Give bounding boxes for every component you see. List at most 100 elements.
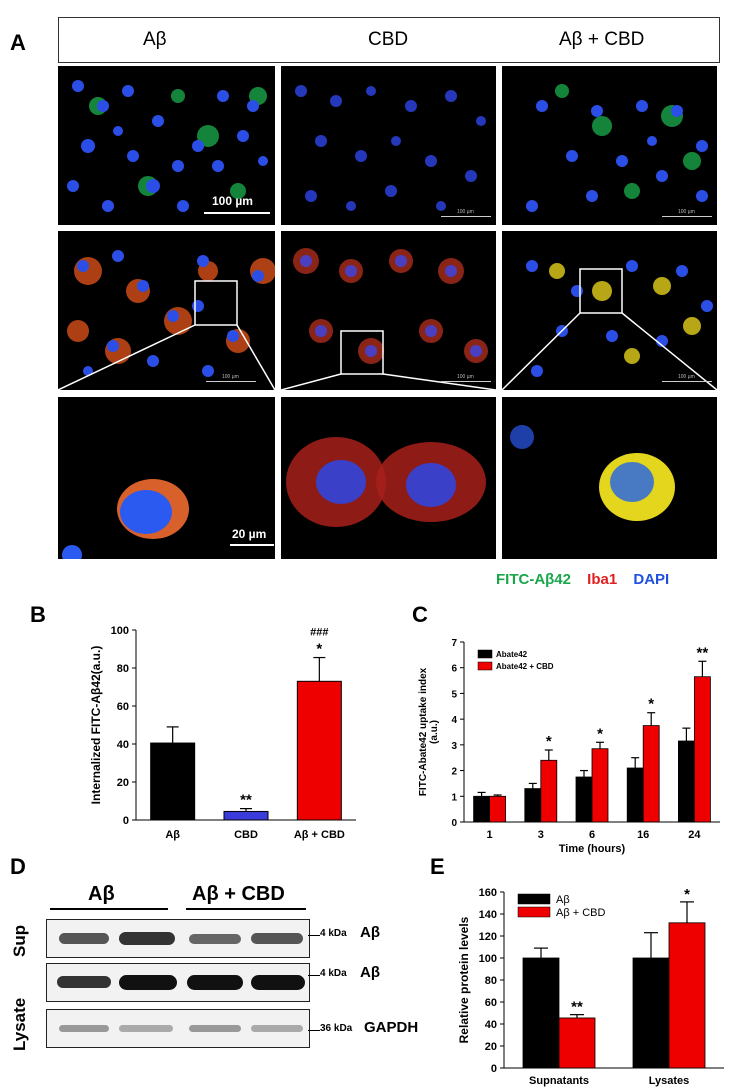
significance-label: *	[684, 886, 690, 903]
x-tick-label: Aβ	[165, 829, 180, 841]
legend-swatch-1	[477, 661, 493, 671]
y-axis-label-line2: (a.u.)	[429, 720, 440, 744]
bar-1-3	[642, 725, 660, 823]
y-tick-label: 0	[491, 1063, 497, 1075]
y-tick-label: 20	[117, 777, 129, 789]
scale-bar	[206, 381, 256, 382]
y-tick-label: 4	[451, 715, 457, 726]
blot-band	[187, 975, 243, 990]
blot-group-underline	[50, 908, 168, 910]
stain-legend: FITC-Aβ42 Iba1 DAPI	[496, 571, 669, 588]
y-tick-label: 100	[479, 953, 497, 965]
blot-strip-gapdh	[46, 1009, 310, 1048]
y-tick-label: 80	[485, 975, 497, 987]
scale-label-tiny: 100 µm	[457, 374, 474, 380]
blot-group-label-abeta-cbd: Aβ + CBD	[192, 883, 285, 905]
y-tick-label: 3	[451, 741, 457, 752]
blot-band	[57, 976, 111, 988]
bar-1	[223, 810, 269, 821]
y-tick-label: 40	[485, 1019, 497, 1031]
micrograph-abeta-merge: 100 µm	[58, 231, 275, 390]
x-tick-label: CBD	[234, 829, 258, 841]
column-label-abeta-cbd: Aβ + CBD	[559, 29, 645, 50]
stain-iba1: Iba1	[587, 571, 618, 588]
chart-e: 0 20 40 60 80 100 120 140 160 ** Supnatants * Lysate…	[457, 886, 724, 1087]
y-tick-label: 7	[451, 638, 457, 649]
x-tick-label: 1	[487, 829, 493, 841]
y-axis-label: FITC-Abate42 uptake index	[418, 667, 429, 796]
micrograph-image	[295, 85, 486, 211]
panel-label-c: C	[412, 602, 428, 627]
y-tick-label: 140	[479, 909, 497, 921]
blot-row-label-text: Lysate	[10, 997, 29, 1051]
significance-label: *	[546, 733, 552, 750]
y-tick-label: 120	[479, 931, 497, 943]
y-axis-label: Relative protein levels	[457, 916, 471, 1043]
significance-label: *	[648, 696, 654, 713]
scale-label-tiny: 100 µm	[678, 209, 695, 215]
significance-label: *	[597, 725, 603, 742]
y-tick-label: 0	[451, 818, 457, 829]
y-tick-label: 60	[117, 701, 129, 713]
bar-0-0	[522, 957, 560, 1069]
micrograph-cbd-fitc: 100 µm	[281, 66, 496, 225]
micrograph-image	[62, 479, 189, 559]
y-tick-label: 160	[479, 887, 497, 899]
micrograph-image	[510, 425, 675, 521]
micrograph-abeta-fitc: 100 µm	[58, 66, 275, 225]
legend-label-0: Aβ	[556, 894, 570, 906]
y-tick-label: 80	[117, 663, 129, 675]
significance-label: **	[240, 792, 252, 809]
chart-b: 0 20 40 60 80 100 Aβ CBD ** Aβ + CBD * ### Internali…	[89, 625, 356, 841]
marker-protein-sup: Aβ	[360, 924, 380, 941]
x-axis-label: Time (hours)	[559, 843, 626, 855]
scale-label-100um: 100 µm	[212, 194, 253, 208]
chart-c: 0 1 2 3 4 5 6 7 1 3 * 6 * 16 * 24 ** Time (hours) FITC-Aba…	[418, 638, 720, 855]
micrograph-abeta-cbd-fitc: 100 µm	[502, 66, 717, 225]
stain-dapi: DAPI	[633, 571, 670, 588]
scale-bar	[441, 216, 491, 217]
panel-label-e: E	[430, 854, 445, 879]
column-label-abeta: Aβ	[143, 29, 167, 50]
bar-0-4	[677, 740, 695, 823]
panel-a-column-header: Aβ CBD Aβ + CBD	[58, 17, 720, 63]
legend-swatch-1	[517, 906, 551, 918]
scale-bar	[662, 216, 712, 217]
y-tick-label: 20	[485, 1041, 497, 1053]
stain-fitc: FITC-Aβ42	[496, 571, 571, 588]
y-tick-label: 6	[451, 664, 457, 675]
blot-band	[59, 1025, 109, 1032]
blot-band	[119, 1025, 173, 1032]
panel-label-b: B	[30, 602, 46, 627]
y-tick-label: 1	[451, 792, 457, 803]
micrograph-image	[281, 248, 496, 390]
legend-label-1: Abate42 + CBD	[496, 662, 554, 671]
significance-label: *	[316, 641, 322, 658]
blot-strip-lysate	[46, 963, 310, 1002]
micrograph-image	[67, 80, 268, 212]
scale-label-20um: 20 µm	[232, 527, 267, 541]
panel-label-d: D	[10, 854, 26, 879]
micrograph-image	[58, 250, 275, 390]
panel-label-a: A	[10, 30, 26, 55]
legend-swatch-0	[517, 893, 551, 905]
bar-0-1	[632, 957, 670, 1069]
x-tick-label: Supnatants	[529, 1075, 589, 1087]
bar-0-0	[473, 795, 490, 823]
scale-bar	[230, 544, 274, 546]
legend-swatch-0	[477, 649, 493, 659]
bar-0-1	[524, 788, 542, 823]
micrograph-image	[526, 84, 708, 212]
bar-2	[296, 680, 342, 821]
bar-0-3	[626, 767, 644, 823]
scale-label-tiny: 100 µm	[457, 209, 474, 215]
bar-1-2	[591, 748, 609, 823]
y-tick-label: 100	[111, 625, 129, 637]
micrograph-image	[286, 437, 486, 527]
scale-label-tiny: 100 µm	[678, 374, 695, 380]
bar-1-0	[558, 1017, 596, 1069]
micrograph-cbd-zoom	[281, 397, 496, 559]
bar-1-1	[540, 759, 558, 823]
blot-band	[189, 1025, 241, 1032]
bar-1-4	[693, 676, 711, 823]
